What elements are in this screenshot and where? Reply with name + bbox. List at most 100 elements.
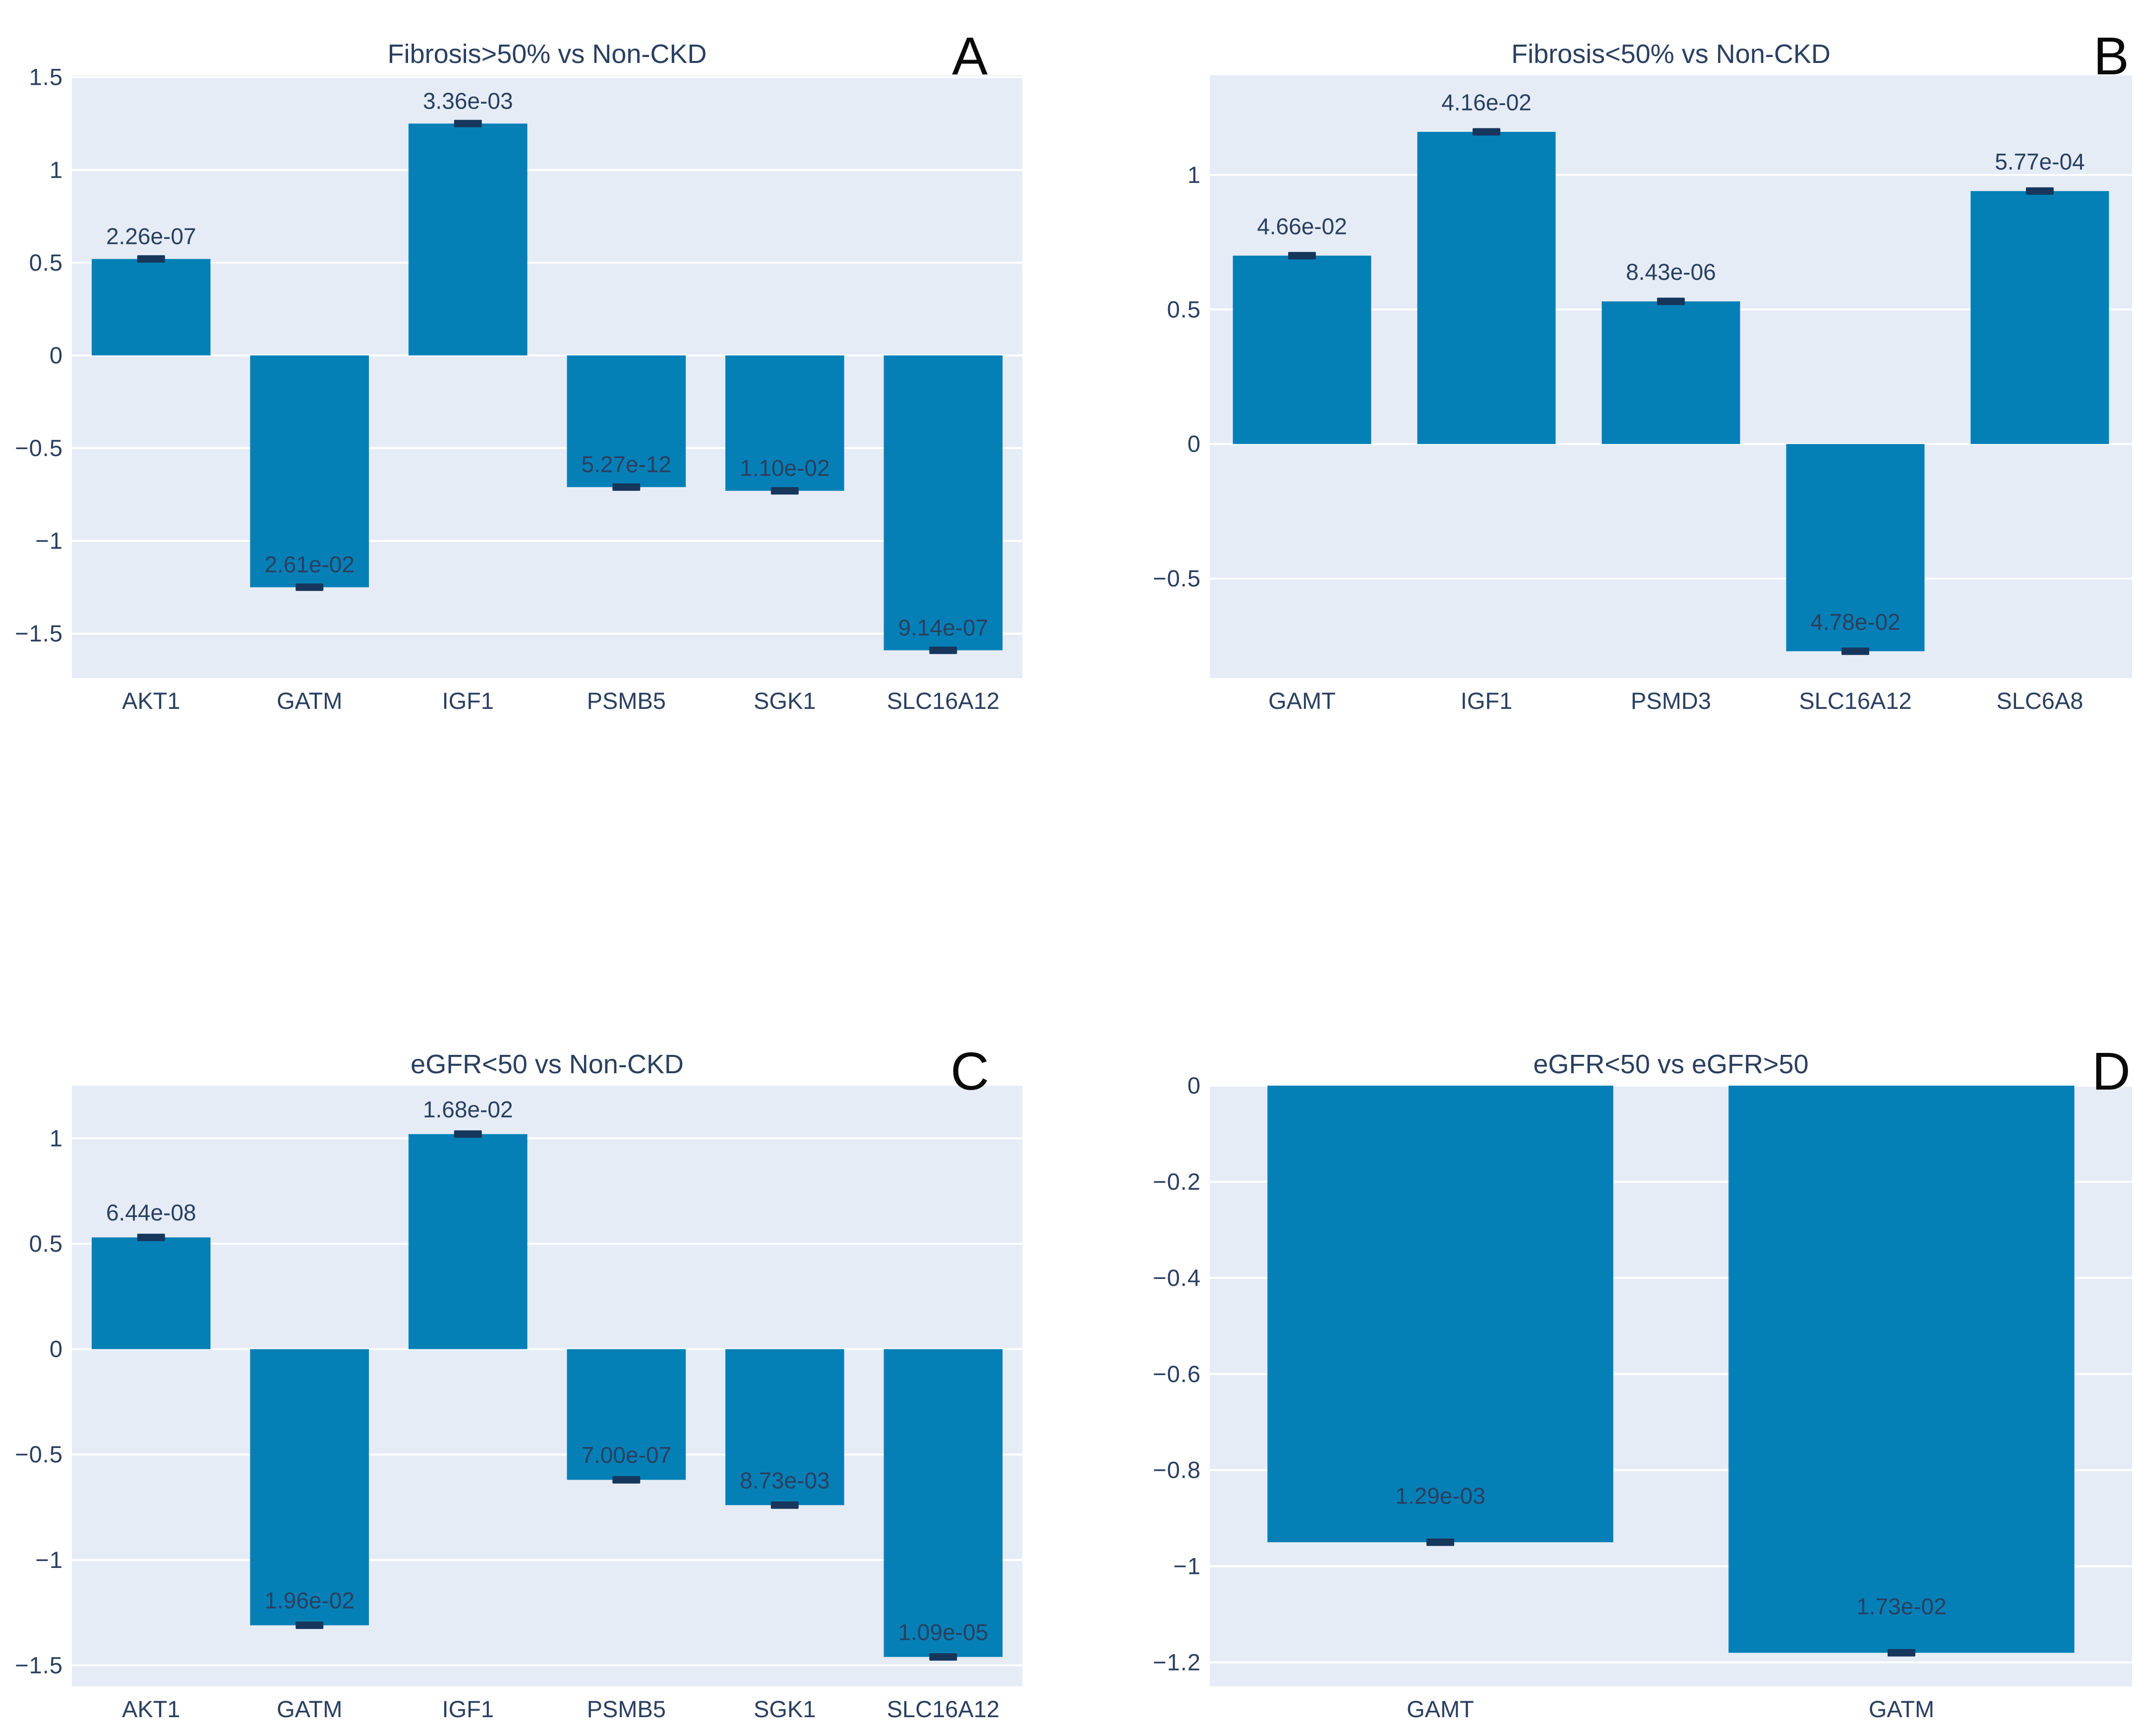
panel-A-ytick-1.5: 1.5	[29, 64, 63, 90]
panel-B-error-cap-IGF1	[1473, 128, 1500, 136]
panel-C-bar-PSMB5	[567, 1349, 686, 1480]
panel-A-error-cap-SLC16A12	[929, 646, 957, 654]
panel-A-bar-label-PSMB5: 5.27e-12	[581, 452, 671, 477]
panel-A-error-cap-PSMB5	[612, 483, 641, 491]
panel-B-bar-label-SLC6A8: 5.77e-04	[1995, 149, 2085, 174]
panel-letter-A: A	[952, 26, 988, 86]
panel-A-ytick-−1: −1	[35, 527, 63, 554]
panel-C-error-cap-PSMB5	[612, 1476, 641, 1484]
panel-D-bar-GATM	[1728, 1086, 2075, 1653]
panel-B: 4.66e-02 4.16e-02 8.43e-06 4.78e-02 5.77e-04…	[1153, 26, 2132, 714]
panel-A-ytick-0.5: 0.5	[29, 249, 63, 276]
panel-A-ytick-−1.5: −1.5	[15, 620, 63, 646]
panel-C-bar-label-IGF1: 1.68e-02	[423, 1097, 513, 1122]
panel-D-xlabel-GATM: GATM	[1869, 1696, 1934, 1722]
panel-D-bar-label-GAMT: 1.29e-03	[1395, 1483, 1485, 1509]
panel-A-bar-SGK1	[725, 355, 844, 491]
panel-B-bar-label-GAMT: 4.66e-02	[1257, 213, 1347, 239]
panel-D-ytick-−0.8: −0.8	[1153, 1457, 1201, 1483]
panel-A-bar-AKT1	[91, 259, 211, 355]
panel-A-xlabel-SGK1: SGK1	[754, 688, 816, 714]
panel-C-error-cap-AKT1	[137, 1233, 165, 1241]
panel-A-bar-label-SGK1: 1.10e-02	[740, 455, 830, 481]
panel-B-xlabel-PSMD3: PSMD3	[1631, 688, 1711, 714]
panel-C-bar-label-PSMB5: 7.00e-07	[581, 1442, 671, 1468]
panel-D-ytick-−1.2: −1.2	[1153, 1649, 1201, 1676]
panel-C-bar-SGK1	[725, 1349, 844, 1505]
panel-A-bar-PSMB5	[567, 355, 686, 487]
panel-C-xlabel-AKT1: AKT1	[122, 1696, 180, 1722]
panel-B-xlabel-IGF1: IGF1	[1461, 688, 1512, 714]
panel-B-ytick-0.5: 0.5	[1167, 296, 1201, 322]
panel-D-ytick-0: 0	[1187, 1072, 1201, 1099]
panel-B-xlabel-SLC6A8: SLC6A8	[1996, 688, 2083, 714]
panel-D-ytick-−0.6: −0.6	[1153, 1361, 1201, 1387]
panel-B-bar-SLC6A8	[1970, 191, 2109, 444]
panel-C-ytick-−1.5: −1.5	[15, 1652, 63, 1678]
panel-C-bar-label-SLC16A12: 1.09e-05	[898, 1619, 988, 1645]
panel-C-error-cap-IGF1	[454, 1130, 482, 1138]
panel-A: 2.26e-07 2.61e-02 3.36e-03 5.27e-12 1.10e-02…	[15, 26, 1022, 714]
panel-B-ytick-0: 0	[1187, 431, 1201, 457]
panel-A-bar-label-IGF1: 3.36e-03	[423, 88, 513, 114]
panel-C-bar-label-SGK1: 8.73e-03	[740, 1467, 830, 1493]
panel-B-bar-GAMT	[1233, 255, 1371, 444]
panel-C-ytick-1: 1	[50, 1125, 63, 1151]
panel-A-xlabel-SLC16A12: SLC16A12	[887, 688, 1000, 714]
panel-C-bar-label-GATM: 1.96e-02	[264, 1588, 355, 1614]
panel-C-xlabel-SLC16A12: SLC16A12	[887, 1696, 1000, 1722]
panel-C-ytick-−1: −1	[35, 1547, 63, 1573]
panel-D-ytick-−1: −1	[1173, 1553, 1201, 1579]
panel-A-title: Fibrosis>50% vs Non-CKD	[388, 39, 707, 69]
panel-letter-C: C	[950, 1041, 989, 1101]
panel-A-ytick-1: 1	[50, 157, 63, 183]
panel-B-error-cap-PSMD3	[1657, 297, 1685, 305]
panel-D-error-cap-GAMT	[1426, 1538, 1454, 1546]
panel-C-error-cap-SLC16A12	[929, 1653, 957, 1661]
panel-A-bar-SLC16A12	[884, 355, 1003, 650]
panel-C-bar-AKT1	[91, 1237, 211, 1349]
panel-D-error-cap-GATM	[1888, 1649, 1915, 1657]
panel-C-xlabel-SGK1: SGK1	[754, 1696, 816, 1722]
panel-C-plot-area	[72, 1086, 1022, 1686]
panel-B-error-cap-SLC16A12	[1841, 647, 1869, 655]
panel-A-ytick-−0.5: −0.5	[15, 435, 63, 461]
panel-A-bar-label-AKT1: 2.26e-07	[106, 223, 196, 249]
panel-A-error-cap-AKT1	[137, 255, 165, 263]
panel-A-bar-IGF1	[408, 123, 528, 355]
panel-C: 6.44e-08 1.96e-02 1.68e-02 7.00e-07 8.73e-03…	[15, 1041, 1022, 1722]
panel-C-bar-IGF1	[408, 1134, 528, 1349]
panel-B-bar-label-PSMD3: 8.43e-06	[1626, 259, 1716, 285]
panel-C-xlabel-GATM: GATM	[277, 1696, 342, 1722]
panel-A-bar-GATM	[250, 355, 369, 587]
panel-B-error-cap-GAMT	[1288, 252, 1316, 260]
panel-C-ytick-0: 0	[50, 1336, 63, 1362]
panel-C-bar-GATM	[250, 1349, 369, 1625]
panel-D-ytick-−0.2: −0.2	[1153, 1168, 1201, 1195]
panel-B-ytick-1: 1	[1187, 162, 1201, 188]
panel-A-xlabel-PSMB5: PSMB5	[587, 688, 666, 714]
panel-D-bar-GAMT	[1267, 1086, 1613, 1543]
panel-A-error-cap-IGF1	[454, 119, 482, 127]
panel-B-bar-label-SLC16A12: 4.78e-02	[1810, 609, 1900, 635]
panel-C-bar-SLC16A12	[884, 1349, 1003, 1657]
panel-D-xlabel-GAMT: GAMT	[1407, 1696, 1474, 1722]
panel-C-error-cap-SGK1	[771, 1501, 799, 1509]
panel-D-bar-label-GATM: 1.73e-02	[1856, 1594, 1947, 1620]
panel-B-bar-label-IGF1: 4.16e-02	[1441, 90, 1532, 116]
panel-A-bar-label-GATM: 2.61e-02	[264, 552, 355, 578]
panel-B-error-cap-SLC6A8	[2026, 187, 2054, 195]
panel-C-ytick-−0.5: −0.5	[15, 1441, 63, 1467]
panel-A-error-cap-SGK1	[771, 487, 799, 495]
panel-A-plot-area	[72, 75, 1022, 678]
panel-C-error-cap-GATM	[296, 1621, 324, 1629]
panel-A-xlabel-GATM: GATM	[277, 688, 342, 714]
panel-B-bar-PSMD3	[1601, 301, 1740, 444]
panel-B-bar-SLC16A12	[1786, 444, 1925, 651]
panel-B-ytick-−0.5: −0.5	[1153, 565, 1201, 591]
panel-letter-D: D	[2092, 1041, 2131, 1101]
panel-C-title: eGFR<50 vs Non-CKD	[411, 1049, 684, 1079]
